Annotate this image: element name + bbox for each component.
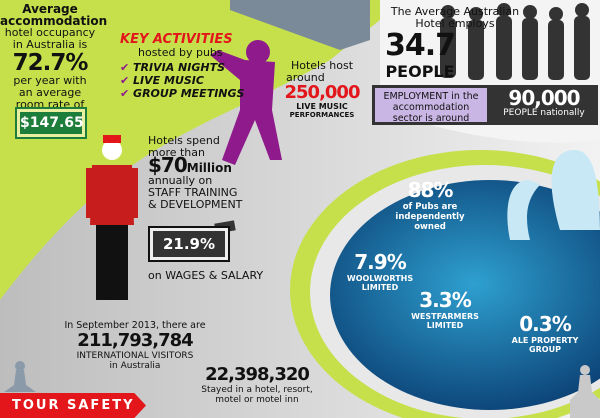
live-music-value: 250,000 — [284, 82, 361, 103]
check-icon: ✔ — [120, 87, 134, 100]
employs-line1: The Average Australian — [390, 5, 520, 18]
activity-label: TRIVIA NIGHTS — [133, 61, 226, 74]
activity-label: LIVE MUSIC — [133, 74, 204, 87]
stayed-line1: Stayed in a hotel, resort, — [201, 385, 313, 395]
wages-label: on WAGES & SALARY — [148, 269, 264, 282]
training-line2: more than — [148, 146, 205, 159]
ale-block: 0.3% ALE PROPERTY GROUP — [505, 312, 585, 354]
westfarmers-line2: LIMITED — [426, 321, 464, 330]
occupancy-line5: per year with — [13, 74, 87, 87]
activity-item: ✔ LIVE MUSIC — [120, 74, 244, 87]
occupancy-line3: hotel occupancy — [4, 26, 96, 39]
woolworths-line1: WOOLWORTHS — [346, 274, 414, 283]
training-block: Hotels spend more than $70Million annual… — [148, 135, 268, 211]
occupancy-block: Average accommodation hotel occupancy in… — [0, 2, 108, 111]
training-value: $70 — [148, 153, 188, 177]
fountain-icon — [507, 150, 600, 240]
activity-item: ✔ GROUP MEETINGS — [120, 87, 244, 100]
activities-block: KEY ACTIVITIES hosted by pubs ✔ TRIVIA N… — [120, 32, 244, 100]
live-music-block: Hotels host around 250,000 LIVE MUSIC PE… — [272, 59, 372, 120]
staff-silhouettes-icon — [440, 3, 590, 80]
live-music-line1: Hotels host — [290, 59, 354, 72]
ale-line2: GROUP — [529, 345, 561, 354]
singer-silhouette-icon — [210, 40, 282, 165]
training-line5: & DEVELOPMENT — [148, 198, 243, 211]
activity-label: GROUP MEETINGS — [133, 87, 245, 100]
employment-suffix: PEOPLE nationally — [503, 108, 585, 118]
occupancy-line1: Average — [22, 2, 78, 16]
employment-box: EMPLOYMENT in the accommodation sector i… — [372, 85, 598, 125]
employs-block: The Average Australian Hotel employs — [370, 6, 540, 30]
stayed-block: 22,398,320 Stayed in a hotel, resort, mo… — [192, 364, 322, 406]
activities-title: KEY ACTIVITIES — [120, 32, 233, 47]
room-rate-badge: $147.65 — [15, 107, 87, 139]
employs-figure: 34.7 PEOPLE — [380, 28, 460, 82]
woolworths-line2: LIMITED — [361, 283, 399, 292]
bellboy-icon — [86, 135, 138, 300]
chess-piece-icon — [4, 361, 36, 392]
pubs-value: 88% — [407, 178, 454, 202]
employment-figure: 90,000 PEOPLE nationally — [490, 85, 598, 125]
training-line3: annually on — [148, 174, 213, 187]
westfarmers-value: 3.3% — [419, 288, 471, 312]
stayed-value: 22,398,320 — [205, 364, 310, 385]
wages-percent: 21.9% — [153, 231, 225, 257]
westfarmers-block: 3.3% WESTFARMERS LIMITED — [405, 288, 485, 330]
occupancy-value: 72.7% — [12, 50, 89, 76]
check-icon: ✔ — [120, 61, 134, 74]
ale-line1: ALE PROPERTY — [511, 336, 579, 345]
live-music-line3: LIVE MUSIC — [296, 102, 348, 111]
employs-value: 34.7 — [384, 28, 456, 63]
activities-list: ✔ TRIVIA NIGHTS ✔ LIVE MUSIC ✔ GROUP MEE… — [120, 61, 244, 100]
employment-value: 90,000 — [508, 86, 580, 110]
visitors-value: 211,793,784 — [77, 330, 193, 351]
occupancy-line6: an average — [18, 86, 82, 99]
tour-safety-banner[interactable]: TOUR SAFETY — [0, 393, 146, 418]
woolworths-value: 7.9% — [354, 250, 406, 274]
training-line4: STAFF TRAINING — [148, 186, 238, 199]
pubs-block: 88% of Pubs are independently owned — [380, 178, 480, 232]
visitors-line1: In September 2013, there are — [64, 320, 206, 331]
visitors-line2: INTERNATIONAL VISITORS — [76, 351, 194, 361]
stayed-line2: motel or motel inn — [215, 395, 299, 405]
training-unit: Million — [186, 161, 232, 175]
activity-item: ✔ TRIVIA NIGHTS — [120, 61, 244, 74]
ale-value: 0.3% — [519, 312, 571, 336]
visitors-block: In September 2013, there are 211,793,784… — [55, 320, 215, 371]
occupancy-line4: in Australia is — [12, 38, 88, 51]
woolworths-block: 7.9% WOOLWORTHS LIMITED — [340, 250, 420, 292]
check-icon: ✔ — [120, 74, 134, 87]
westfarmers-line1: WESTFARMERS — [411, 312, 479, 321]
employs-unit: PEOPLE — [385, 62, 455, 81]
employment-label: EMPLOYMENT in the accommodation sector i… — [375, 88, 487, 124]
visitors-line3: in Australia — [109, 361, 161, 371]
live-music-line4: PERFORMANCES — [289, 111, 355, 119]
pubs-line2: independently — [395, 212, 465, 222]
activities-subtitle: hosted by pubs — [138, 46, 223, 59]
training-line1: Hotels spend — [148, 134, 220, 147]
room-rate-value: $147.65 — [20, 112, 84, 134]
pubs-line1: of Pubs are — [402, 202, 458, 212]
occupancy-line2: accommodation — [0, 14, 108, 28]
pool — [330, 180, 600, 410]
live-music-line2: around — [286, 71, 325, 84]
pubs-line3: owned — [414, 222, 446, 232]
employs-line2: Hotel employs — [415, 17, 495, 30]
wages-badge: 21.9% — [148, 226, 230, 262]
